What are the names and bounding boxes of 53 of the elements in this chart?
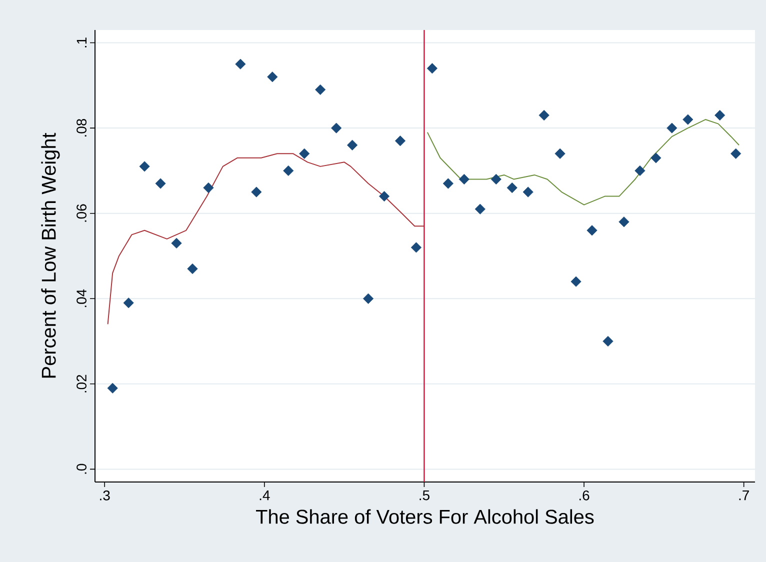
point (714, 110, 726, 121)
point (474, 204, 486, 214)
y-tick-label: .0 (76, 464, 86, 474)
x-tick-label: .6 (579, 490, 590, 500)
point (362, 293, 374, 304)
x-tick-label: .5 (420, 490, 430, 500)
line-series (426, 119, 740, 206)
point (506, 182, 518, 194)
point (522, 186, 534, 198)
point (267, 72, 278, 82)
point (203, 182, 214, 194)
point (570, 276, 582, 287)
x-tick-label: .7 (739, 490, 749, 500)
line-series (107, 153, 425, 325)
point (107, 382, 118, 394)
y-tick-label: .02 (76, 374, 86, 392)
point (299, 148, 310, 159)
point (730, 148, 742, 159)
point (634, 165, 646, 176)
point (682, 114, 694, 125)
point (187, 263, 198, 274)
point (458, 174, 470, 185)
point (538, 110, 550, 121)
point (410, 242, 422, 253)
point (586, 225, 598, 236)
point (442, 178, 454, 189)
point (251, 186, 262, 198)
point (554, 148, 566, 159)
point (139, 161, 150, 172)
y-tick-label: .08 (76, 118, 86, 136)
point (283, 165, 294, 176)
y-tick-label: .04 (76, 289, 86, 308)
point (394, 136, 406, 146)
point (347, 140, 358, 150)
point (618, 216, 630, 228)
x-tick-label: .3 (100, 490, 110, 500)
y-tick-label: .1 (76, 38, 86, 48)
point (378, 190, 390, 202)
point (315, 84, 326, 95)
y-tick-label: .06 (76, 204, 86, 222)
point (650, 152, 662, 164)
point (602, 336, 614, 347)
point (426, 63, 438, 74)
point (123, 298, 134, 308)
x-tick-label: .4 (260, 490, 270, 500)
point (666, 122, 678, 134)
point (171, 238, 182, 248)
point (331, 122, 342, 134)
point (155, 178, 166, 189)
point (235, 58, 246, 70)
y-axis-title: Percent of Low Birth Weight (41, 132, 60, 378)
point (490, 174, 502, 185)
x-axis-title: The Share of Voters For Alcohol Sales (256, 509, 594, 524)
